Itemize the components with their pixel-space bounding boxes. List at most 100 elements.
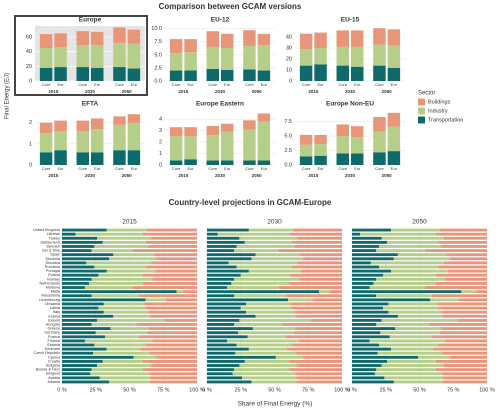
bar-segment [147, 331, 197, 335]
bar-segment [54, 150, 67, 165]
bar-segment [207, 310, 247, 314]
bar-segment [94, 245, 149, 248]
bar-segment [155, 269, 197, 273]
bar-segment [91, 31, 104, 46]
bar-segment [352, 323, 377, 326]
bar-segment [297, 236, 342, 240]
bar-segment [207, 343, 237, 347]
y-tick-label: 0.0 [284, 162, 292, 168]
bar-segment [62, 355, 134, 359]
x-tick-label: 100 % [334, 387, 350, 393]
bar-segment [352, 302, 389, 306]
legend-label: Buildings [428, 99, 451, 105]
bar-segment [39, 67, 53, 81]
bar-segment [244, 240, 293, 244]
bar-segment [246, 302, 291, 306]
bar-segment [387, 151, 401, 165]
bar-segment [243, 30, 256, 46]
bar-segment [352, 290, 462, 294]
legend-swatch [418, 98, 425, 106]
bar-segment [113, 67, 126, 81]
bar-segment [376, 323, 429, 326]
bar-segment [165, 298, 197, 302]
bar-segment [62, 290, 177, 294]
bar-segment [145, 265, 197, 269]
bar-segment [103, 310, 149, 314]
bar-segment [207, 339, 228, 343]
bar-segment [248, 228, 294, 232]
bar-segment [314, 32, 327, 48]
bar-segment [207, 286, 228, 289]
bar-segment [62, 335, 106, 339]
x-tick-label: 75 % [447, 387, 460, 393]
y-tick-label: 7.5 [154, 39, 162, 45]
bar-segment [433, 347, 487, 351]
category-label: Ser & Mne [42, 249, 60, 253]
category-label: Cyprus [48, 355, 60, 359]
y-tick-label: 10.0 [151, 26, 162, 32]
bar-segment [234, 368, 290, 372]
bar-segment [391, 228, 440, 232]
category-label: Albania [47, 380, 61, 384]
bar-segment [93, 351, 150, 355]
bar-segment [207, 331, 239, 335]
category-label: Greece [48, 327, 60, 331]
bar-segment [435, 281, 487, 285]
x-tick-label: 100 % [189, 387, 205, 393]
bar-segment [132, 249, 197, 253]
bar-segment [336, 136, 349, 154]
bar-segment [239, 364, 298, 367]
bar-segment [302, 355, 342, 359]
bar-segment [435, 368, 487, 372]
facet-title: 2030 [267, 219, 282, 226]
bar-segment [207, 302, 247, 306]
bar-label: Eur [391, 166, 398, 171]
bar-segment [424, 249, 487, 253]
bar-segment [62, 294, 92, 298]
bar-segment [97, 236, 152, 240]
bar-label: Eur [94, 82, 101, 87]
bar-segment [352, 331, 381, 335]
bar-segment [207, 290, 320, 294]
bar-segment [94, 265, 146, 269]
category-label: Poland [48, 273, 60, 277]
bar-segment [169, 136, 183, 161]
bar-segment [206, 160, 219, 165]
bar-segment [441, 310, 487, 314]
bar-segment [248, 347, 287, 351]
category-label: Denmark [45, 347, 61, 351]
bar-segment [147, 228, 197, 232]
bar-segment [109, 380, 150, 384]
bar-segment [352, 232, 361, 236]
bar-segment [143, 359, 197, 363]
bar-segment [91, 368, 143, 372]
bar-segment [246, 310, 295, 314]
group-label: 2030 [215, 173, 226, 178]
bar-segment [227, 286, 279, 289]
category-label: Finland [48, 339, 60, 343]
bar-segment [113, 253, 154, 257]
bar-segment [235, 351, 297, 355]
bar-segment [352, 318, 382, 322]
bar-segment [91, 249, 133, 253]
bar-segment [62, 249, 92, 253]
bar-segment [296, 314, 342, 318]
bar-segment [113, 42, 126, 68]
bar-segment [62, 364, 98, 367]
bar-segment [207, 359, 245, 363]
category-label: Spain [50, 253, 60, 257]
bar-segment [94, 343, 146, 347]
y-tick-label: 0 [159, 162, 162, 168]
y-tick-label: 1 [29, 141, 32, 147]
bar-segment [149, 351, 197, 355]
bar-segment [62, 228, 107, 232]
y-tick-label: 2 [29, 120, 32, 126]
x-tick-label: 75 % [157, 387, 170, 393]
bar-segment [207, 236, 240, 240]
bar-segment [127, 68, 141, 81]
bar-segment [285, 335, 342, 339]
y-tick-label: 10 [286, 67, 292, 73]
bar-segment [352, 236, 382, 240]
bar-segment [376, 277, 446, 281]
bar-segment [352, 343, 379, 347]
